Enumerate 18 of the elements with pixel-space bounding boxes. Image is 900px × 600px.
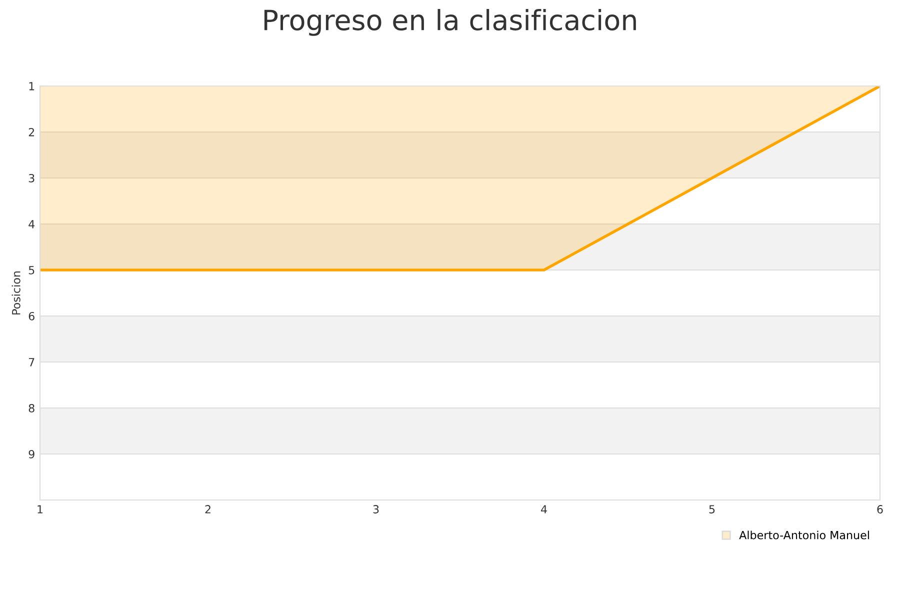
y-tick-label: 8: [28, 404, 34, 412]
y-tick-label: 6: [28, 312, 34, 320]
y-tick-label: 7: [28, 358, 34, 366]
x-tick-label: 6: [877, 505, 883, 514]
x-tick-label: 4: [541, 505, 547, 514]
x-tick-label: 5: [709, 505, 715, 514]
x-tick-label: 1: [38, 505, 43, 514]
legend-label: Alberto-Antonio Manuel: [739, 530, 869, 540]
y-tick-label: 1: [29, 82, 34, 90]
chart-title: Progreso en la clasificacion: [264, 9, 636, 36]
y-tick-label: 3: [28, 174, 34, 182]
y-tick-label: 9: [28, 450, 34, 458]
y-tick-label: 2: [28, 128, 34, 136]
y-tick-label: 4: [28, 220, 35, 228]
y-tick-label: 5: [28, 266, 34, 274]
y-axis-title: Posicion: [12, 271, 20, 314]
x-tick-label: 2: [205, 505, 210, 514]
x-tick-label: 3: [373, 505, 379, 514]
